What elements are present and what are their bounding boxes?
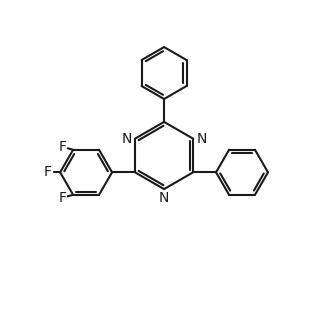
Text: N: N — [121, 132, 132, 146]
Text: N: N — [159, 191, 169, 205]
Text: F: F — [58, 191, 66, 205]
Text: F: F — [44, 165, 52, 179]
Text: F: F — [58, 140, 66, 154]
Text: N: N — [196, 132, 207, 146]
